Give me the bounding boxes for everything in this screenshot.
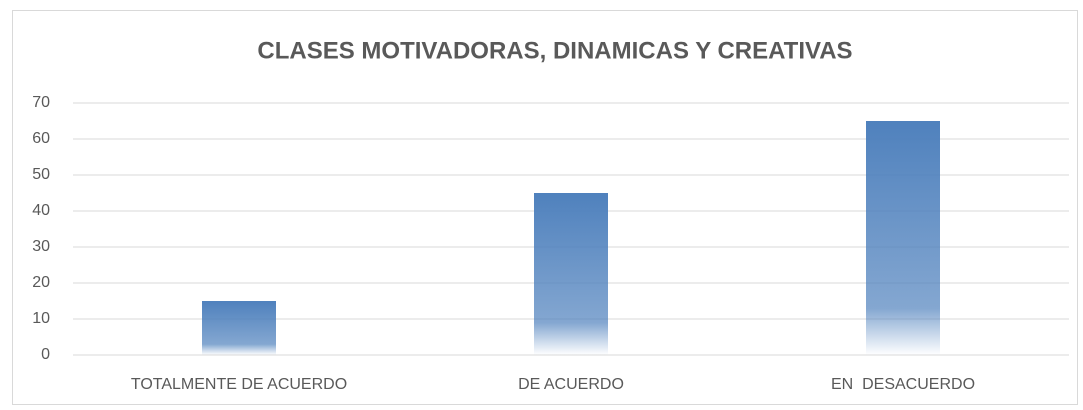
- bar: [534, 193, 608, 355]
- y-tick-label: 70: [32, 94, 50, 111]
- y-tick-label: 60: [32, 130, 50, 147]
- x-tick-label: DE ACUERDO: [518, 376, 624, 393]
- y-tick-label: 50: [32, 166, 50, 183]
- chart-title: CLASES MOTIVADORAS, DINAMICAS Y CREATIVA…: [257, 37, 852, 64]
- y-tick-label: 10: [32, 310, 50, 327]
- bar: [202, 301, 276, 355]
- x-tick-label: TOTALMENTE DE ACUERDO: [131, 376, 347, 393]
- y-tick-label: 20: [32, 274, 50, 291]
- y-tick-label: 30: [32, 238, 50, 255]
- x-tick-label: EN DESACUERDO: [831, 376, 975, 393]
- y-tick-label: 0: [41, 346, 50, 363]
- bar: [866, 121, 940, 355]
- y-tick-label: 40: [32, 202, 50, 219]
